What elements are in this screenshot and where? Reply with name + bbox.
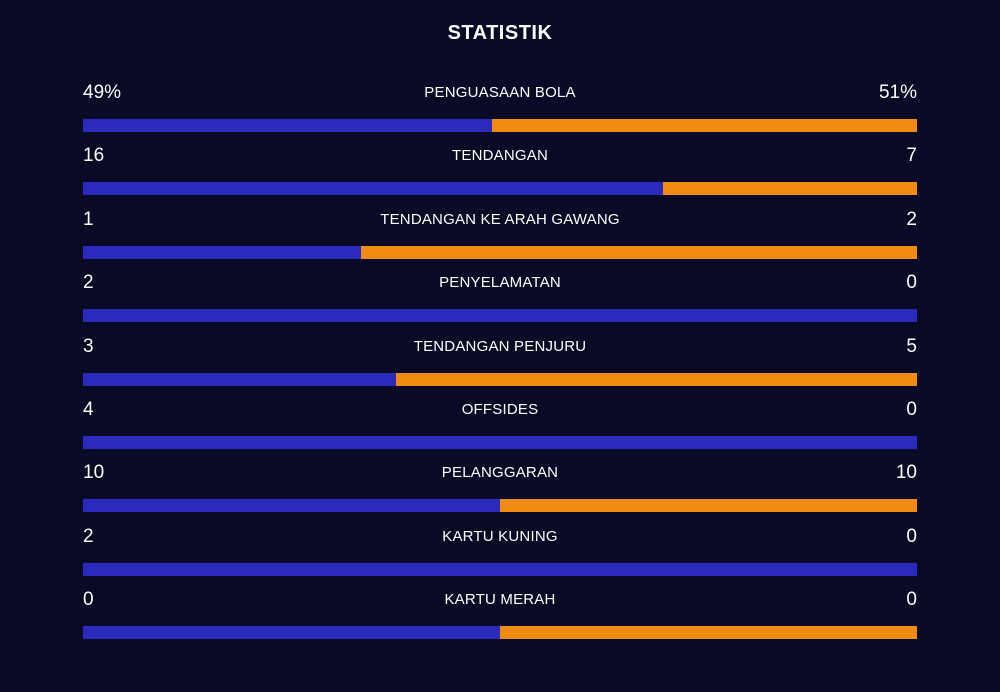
comparison-bar xyxy=(83,182,917,196)
away-value: 10 xyxy=(895,462,917,484)
stat-row-offsides: 4 OFFSIDES 0 xyxy=(83,397,917,460)
stat-label: PELANGGARAN xyxy=(441,464,559,482)
home-value: 49% xyxy=(83,82,122,103)
home-value: 3 xyxy=(83,335,94,357)
comparison-bar xyxy=(83,309,917,323)
stat-row-red-cards: 0 KARTU MERAH 0 xyxy=(83,587,917,650)
away-value: 7 xyxy=(906,145,917,167)
away-value: 0 xyxy=(906,398,917,420)
away-bar-segment xyxy=(360,245,917,259)
stat-row-corners: 3 TENDANGAN PENJURU 5 xyxy=(83,334,917,397)
comparison-bar xyxy=(83,435,917,449)
stat-row-possession: 49% PENGUASAAN BOLA 51% xyxy=(83,80,917,143)
stat-label: PENGUASAAN BOLA xyxy=(424,84,576,101)
comparison-bar xyxy=(83,626,917,640)
home-bar-segment xyxy=(83,626,500,640)
stat-label: TENDANGAN PENJURU xyxy=(413,337,587,355)
away-bar-segment xyxy=(500,499,917,513)
stat-label: TENDANGAN KE ARAH GAWANG xyxy=(380,210,620,228)
away-value: 0 xyxy=(906,272,917,294)
stat-row-saves: 2 PENYELAMATAN 0 xyxy=(83,270,917,333)
stat-header: 3 TENDANGAN PENJURU 5 xyxy=(83,334,917,360)
home-value: 1 xyxy=(83,208,94,230)
comparison-bar xyxy=(83,562,917,576)
stat-header: 16 TENDANGAN 7 xyxy=(83,143,917,169)
away-bar-segment xyxy=(395,372,917,386)
stat-label: KARTU MERAH xyxy=(444,591,556,609)
home-bar-segment xyxy=(83,562,917,576)
stat-header: 49% PENGUASAAN BOLA 51% xyxy=(83,80,917,106)
stat-row-shots-on-target: 1 TENDANGAN KE ARAH GAWANG 2 xyxy=(83,207,917,270)
stat-label: TENDANGAN xyxy=(452,147,548,165)
home-bar-segment xyxy=(83,309,917,323)
home-bar-segment xyxy=(83,372,396,386)
away-value: 0 xyxy=(906,589,917,611)
away-bar-segment xyxy=(500,626,917,640)
comparison-bar xyxy=(83,245,917,259)
stat-row-yellow-cards: 2 KARTU KUNING 0 xyxy=(83,524,917,587)
away-value: 5 xyxy=(906,335,917,357)
stat-header: 4 OFFSIDES 0 xyxy=(83,397,917,423)
away-value: 0 xyxy=(906,525,917,547)
comparison-bar xyxy=(83,119,917,132)
home-bar-segment xyxy=(83,435,917,449)
home-value: 2 xyxy=(83,525,94,547)
home-bar-segment xyxy=(83,182,663,196)
stats-list: 49% PENGUASAAN BOLA 51% 16 TENDANGAN 7 1… xyxy=(83,80,917,651)
comparison-bar xyxy=(83,372,917,386)
home-bar-segment xyxy=(83,245,361,259)
home-value: 0 xyxy=(83,589,94,611)
stat-header: 2 KARTU KUNING 0 xyxy=(83,524,917,550)
away-value: 51% xyxy=(878,82,917,103)
stat-header: 0 KARTU MERAH 0 xyxy=(83,587,917,613)
away-bar-segment xyxy=(662,182,917,196)
home-bar-segment xyxy=(83,499,500,513)
comparison-bar xyxy=(83,499,917,513)
home-value: 2 xyxy=(83,272,94,294)
stat-header: 2 PENYELAMATAN 0 xyxy=(83,270,917,296)
stat-label: KARTU KUNING xyxy=(442,527,558,545)
stat-header: 1 TENDANGAN KE ARAH GAWANG 2 xyxy=(83,207,917,233)
away-bar-segment xyxy=(491,119,917,132)
away-value: 2 xyxy=(906,208,917,230)
stats-title: STATISTIK xyxy=(447,22,553,44)
home-value: 16 xyxy=(83,145,105,167)
home-value: 4 xyxy=(83,398,94,420)
stat-row-fouls: 10 PELANGGARAN 10 xyxy=(83,460,917,523)
home-value: 10 xyxy=(83,462,105,484)
stat-header: 10 PELANGGARAN 10 xyxy=(83,460,917,486)
stat-row-shots: 16 TENDANGAN 7 xyxy=(83,143,917,206)
stat-label: OFFSIDES xyxy=(461,400,539,418)
home-bar-segment xyxy=(83,119,492,132)
stat-label: PENYELAMATAN xyxy=(439,274,561,292)
